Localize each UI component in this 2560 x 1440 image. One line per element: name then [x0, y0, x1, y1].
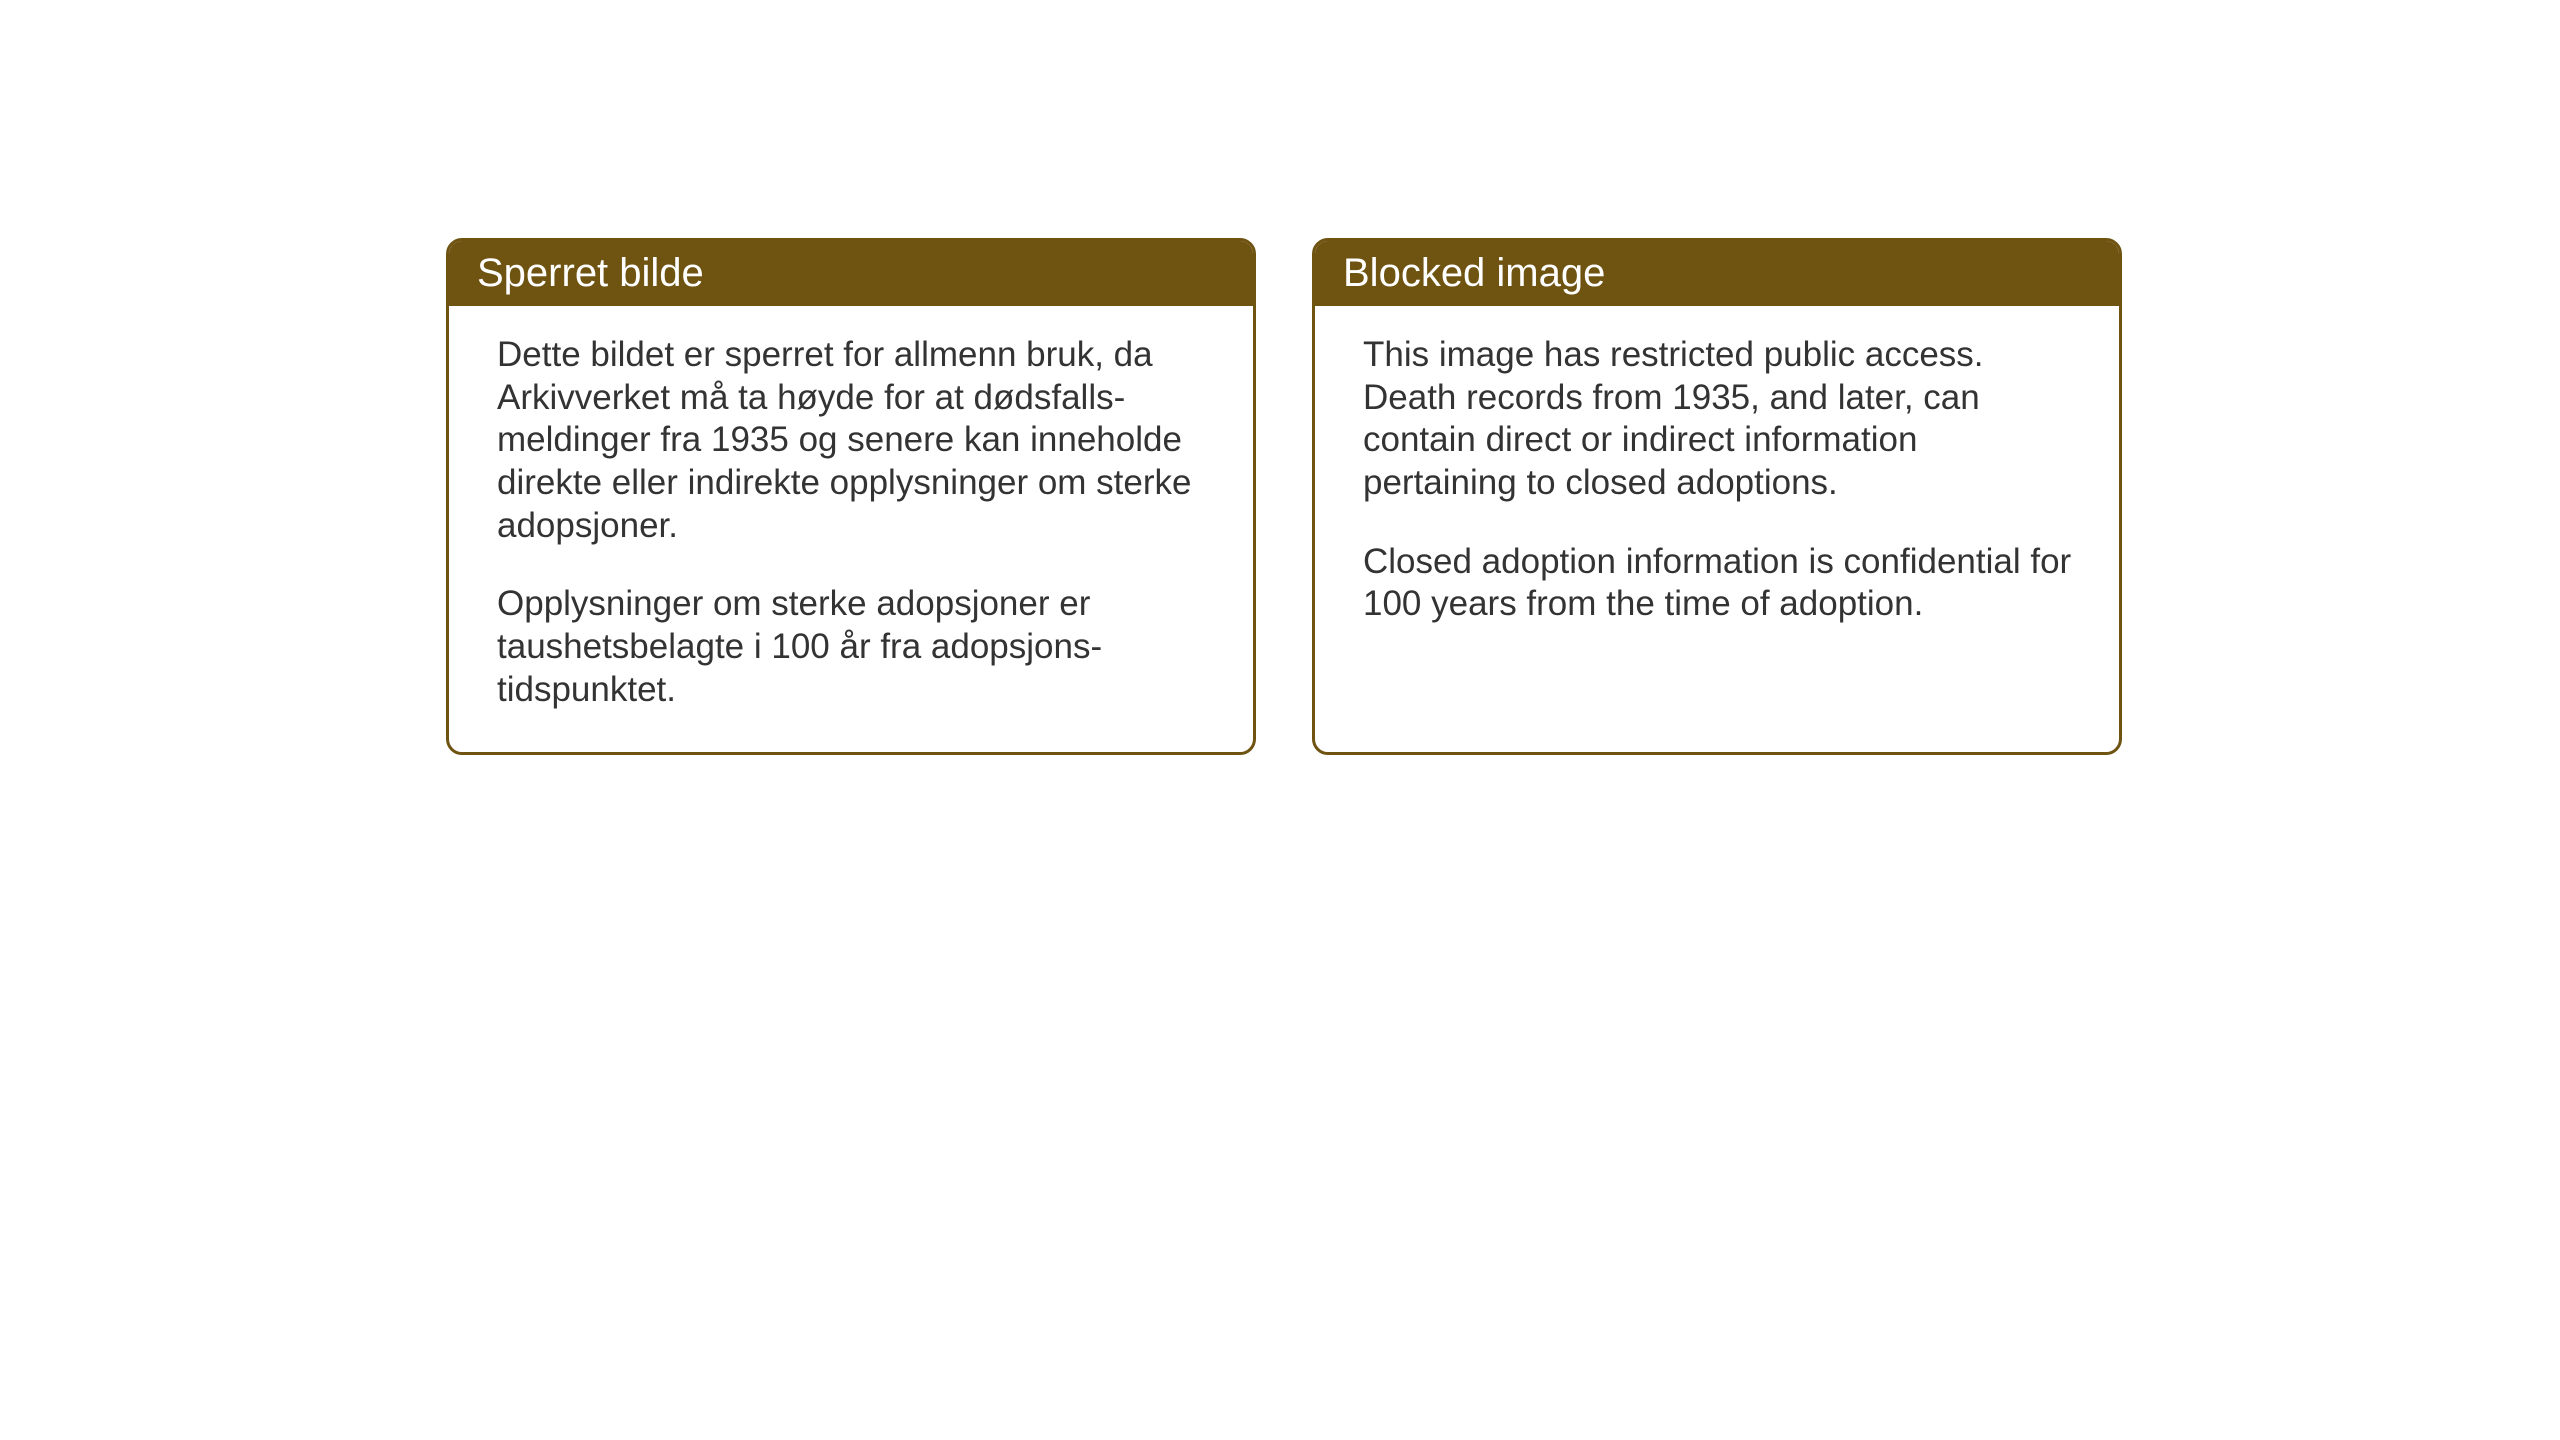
- notice-paragraph-1-english: This image has restricted public access.…: [1363, 334, 2079, 505]
- notice-paragraph-2-norwegian: Opplysninger om sterke adopsjoner er tau…: [497, 583, 1213, 711]
- notice-paragraph-1-norwegian: Dette bildet er sperret for allmenn bruk…: [497, 334, 1213, 547]
- notice-paragraph-2-english: Closed adoption information is confident…: [1363, 541, 2079, 626]
- notice-body-norwegian: Dette bildet er sperret for allmenn bruk…: [449, 306, 1253, 752]
- notice-body-english: This image has restricted public access.…: [1315, 306, 2119, 666]
- notice-box-norwegian: Sperret bilde Dette bildet er sperret fo…: [446, 238, 1256, 755]
- notice-box-english: Blocked image This image has restricted …: [1312, 238, 2122, 755]
- notice-header-english: Blocked image: [1315, 241, 2119, 306]
- notice-header-norwegian: Sperret bilde: [449, 241, 1253, 306]
- notice-container: Sperret bilde Dette bildet er sperret fo…: [446, 238, 2122, 755]
